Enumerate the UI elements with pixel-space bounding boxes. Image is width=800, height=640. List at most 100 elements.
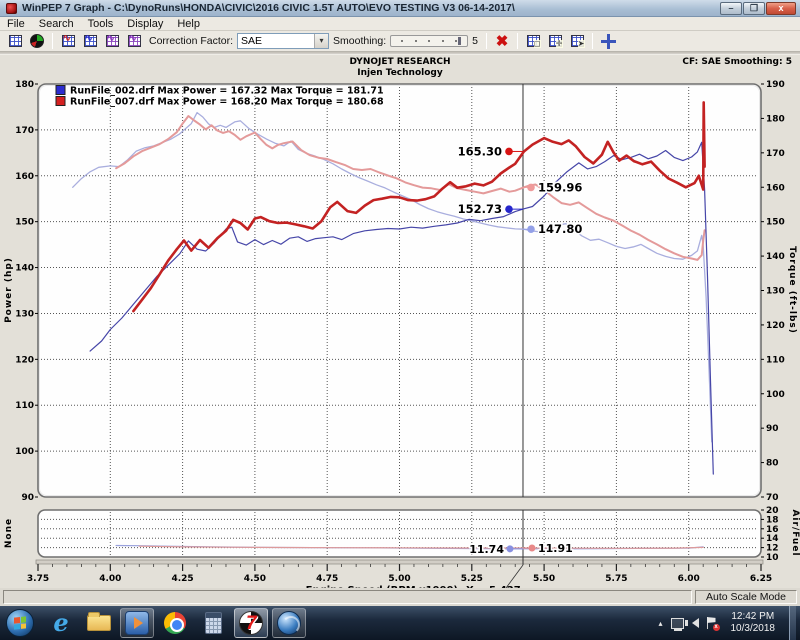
restore-button[interactable]: ❐ xyxy=(743,1,765,15)
close-button[interactable]: x xyxy=(766,1,796,15)
menu-bar: File Search Tools Display Help xyxy=(0,17,800,31)
callout-dot xyxy=(527,225,535,234)
correction-factor-dropdown[interactable]: SAE ▾ xyxy=(237,33,330,49)
callout-value: 159.96 xyxy=(538,180,582,194)
torque-tick-label: 80 xyxy=(766,459,779,469)
show-desktop-button[interactable] xyxy=(789,606,796,640)
toolbar-separator xyxy=(52,33,53,49)
zoom-box-icon: ◻ xyxy=(526,35,541,48)
afr-axis-title: Air/Fuel xyxy=(790,509,800,556)
x-tick-label: 5.50 xyxy=(533,574,555,584)
crosshair-button[interactable] xyxy=(598,32,618,50)
clock-date: 10/3/2018 xyxy=(730,623,776,634)
x-tick-label: 4.00 xyxy=(99,574,121,584)
calculator-taskbar-button[interactable] xyxy=(196,608,230,638)
gauge-button[interactable] xyxy=(27,32,47,50)
graph-overlay-button[interactable]: ∿ xyxy=(102,32,122,50)
power-tick-label: 100 xyxy=(15,447,34,457)
x-tick-label: 6.25 xyxy=(750,574,772,584)
chrome-taskbar-button[interactable] xyxy=(158,608,192,638)
ie-taskbar-button[interactable]: e xyxy=(44,608,78,638)
title-bar: WinPEP 7 Graph - C:\DynoRuns\HONDA\CIVIC… xyxy=(0,0,800,17)
power-tick-label: 150 xyxy=(15,218,34,228)
graph-compare-icon: ∿ xyxy=(83,33,97,47)
correction-factor-value: SAE xyxy=(241,35,263,47)
delete-run-icon: ✖ xyxy=(495,32,509,50)
toolbar-separator xyxy=(486,33,487,49)
menu-file[interactable]: File xyxy=(7,17,25,30)
start-orb[interactable] xyxy=(6,609,34,637)
graph-overlay-icon: ∿ xyxy=(105,33,119,47)
callout-dot xyxy=(527,183,535,192)
menu-display[interactable]: Display xyxy=(127,17,164,30)
network-icon[interactable] xyxy=(670,617,684,631)
pointer-button[interactable]: ➤ xyxy=(567,32,587,50)
winpep-taskbar-button[interactable]: 7 xyxy=(234,608,268,638)
slider-thumb[interactable] xyxy=(458,37,462,45)
graph-edit-button[interactable]: ∿ xyxy=(58,32,78,50)
menu-search[interactable]: Search xyxy=(38,17,74,30)
taskbar-clock[interactable]: 12:42 PM 10/3/2018 xyxy=(725,611,782,635)
system-tray: ▴ x 12:42 PM 10/3/2018 xyxy=(658,606,800,640)
x-tick-label: 4.50 xyxy=(244,574,266,584)
chart-corner-note: CF: SAE Smoothing: 5 xyxy=(682,57,792,67)
run-table-button[interactable] xyxy=(5,32,25,50)
curve-power_007 xyxy=(132,101,706,313)
x-tick-label: 5.25 xyxy=(461,574,483,584)
torque-tick-label: 110 xyxy=(766,355,785,365)
speaker-icon[interactable] xyxy=(684,618,699,628)
action-center-flag-icon[interactable]: x xyxy=(706,617,720,631)
afr-callout-value: 11.74 xyxy=(469,543,504,556)
media-player-taskbar-button[interactable] xyxy=(120,608,154,638)
power-tick-label: 110 xyxy=(15,401,34,411)
callout-dot xyxy=(505,205,513,213)
afr-tick-label: 12 xyxy=(766,544,779,554)
winpep-app-icon xyxy=(6,2,17,14)
x-tick-label: 5.75 xyxy=(605,574,627,584)
dynojet-taskbar-button[interactable] xyxy=(272,608,306,638)
dropdown-arrow-icon[interactable]: ▾ xyxy=(314,34,329,48)
run-table-icon xyxy=(8,35,22,47)
media-player-icon xyxy=(125,611,149,635)
power-tick-label: 90 xyxy=(21,493,34,503)
menu-tools[interactable]: Tools xyxy=(87,17,114,30)
dyno-graph-panel[interactable]: DYNOJET RESEARCH Injen Technology CF: SAE … xyxy=(0,52,800,588)
callout-value: 147.80 xyxy=(538,222,582,236)
x-tick-label: 6.00 xyxy=(678,574,700,584)
menu-help[interactable]: Help xyxy=(177,17,200,30)
curve-afr_007 xyxy=(138,545,704,549)
x-tick-label: 4.75 xyxy=(316,574,338,584)
afr-tick-label: 16 xyxy=(766,525,779,535)
x-tick-label: 3.75 xyxy=(27,574,49,584)
tray-expand-icon[interactable]: ▴ xyxy=(658,618,663,628)
power-tick-label: 140 xyxy=(15,264,34,274)
graph-compare-button[interactable]: ∿ xyxy=(80,32,100,50)
pointer-icon: ➤ xyxy=(570,35,585,48)
pan-button[interactable]: ✛ xyxy=(545,32,565,50)
status-panel xyxy=(3,590,692,604)
delete-run-button[interactable]: ✖ xyxy=(492,32,512,50)
torque-tick-label: 90 xyxy=(766,424,779,434)
torque-tick-label: 180 xyxy=(766,114,785,124)
tool-bar: ∿ ∿ ∿ ∿ Correction Factor: SAE ▾ Smoothi… xyxy=(0,31,800,52)
curve-torque_007 xyxy=(115,115,706,261)
torque-tick-label: 130 xyxy=(766,287,785,297)
explorer-taskbar-button[interactable] xyxy=(82,608,116,638)
correction-factor-label: Correction Factor: xyxy=(149,35,234,47)
torque-tick-label: 120 xyxy=(766,321,785,331)
smoothing-slider[interactable] xyxy=(390,35,469,47)
graph-multi-button[interactable]: ∿ xyxy=(124,32,144,50)
chart-title: DYNOJET RESEARCH xyxy=(349,57,450,67)
zoom-box-button[interactable]: ◻ xyxy=(523,32,543,50)
ie-icon: e xyxy=(53,608,69,637)
power-tick-label: 120 xyxy=(15,355,34,365)
afr-tick-label: 20 xyxy=(766,506,779,516)
minimize-button[interactable]: – xyxy=(720,1,742,15)
power-tick-label: 180 xyxy=(15,80,34,90)
window-title: WinPEP 7 Graph - C:\DynoRuns\HONDA\CIVIC… xyxy=(22,2,515,14)
legend-swatch xyxy=(55,85,66,95)
torque-tick-label: 190 xyxy=(766,80,785,90)
power-tick-label: 160 xyxy=(15,172,34,182)
